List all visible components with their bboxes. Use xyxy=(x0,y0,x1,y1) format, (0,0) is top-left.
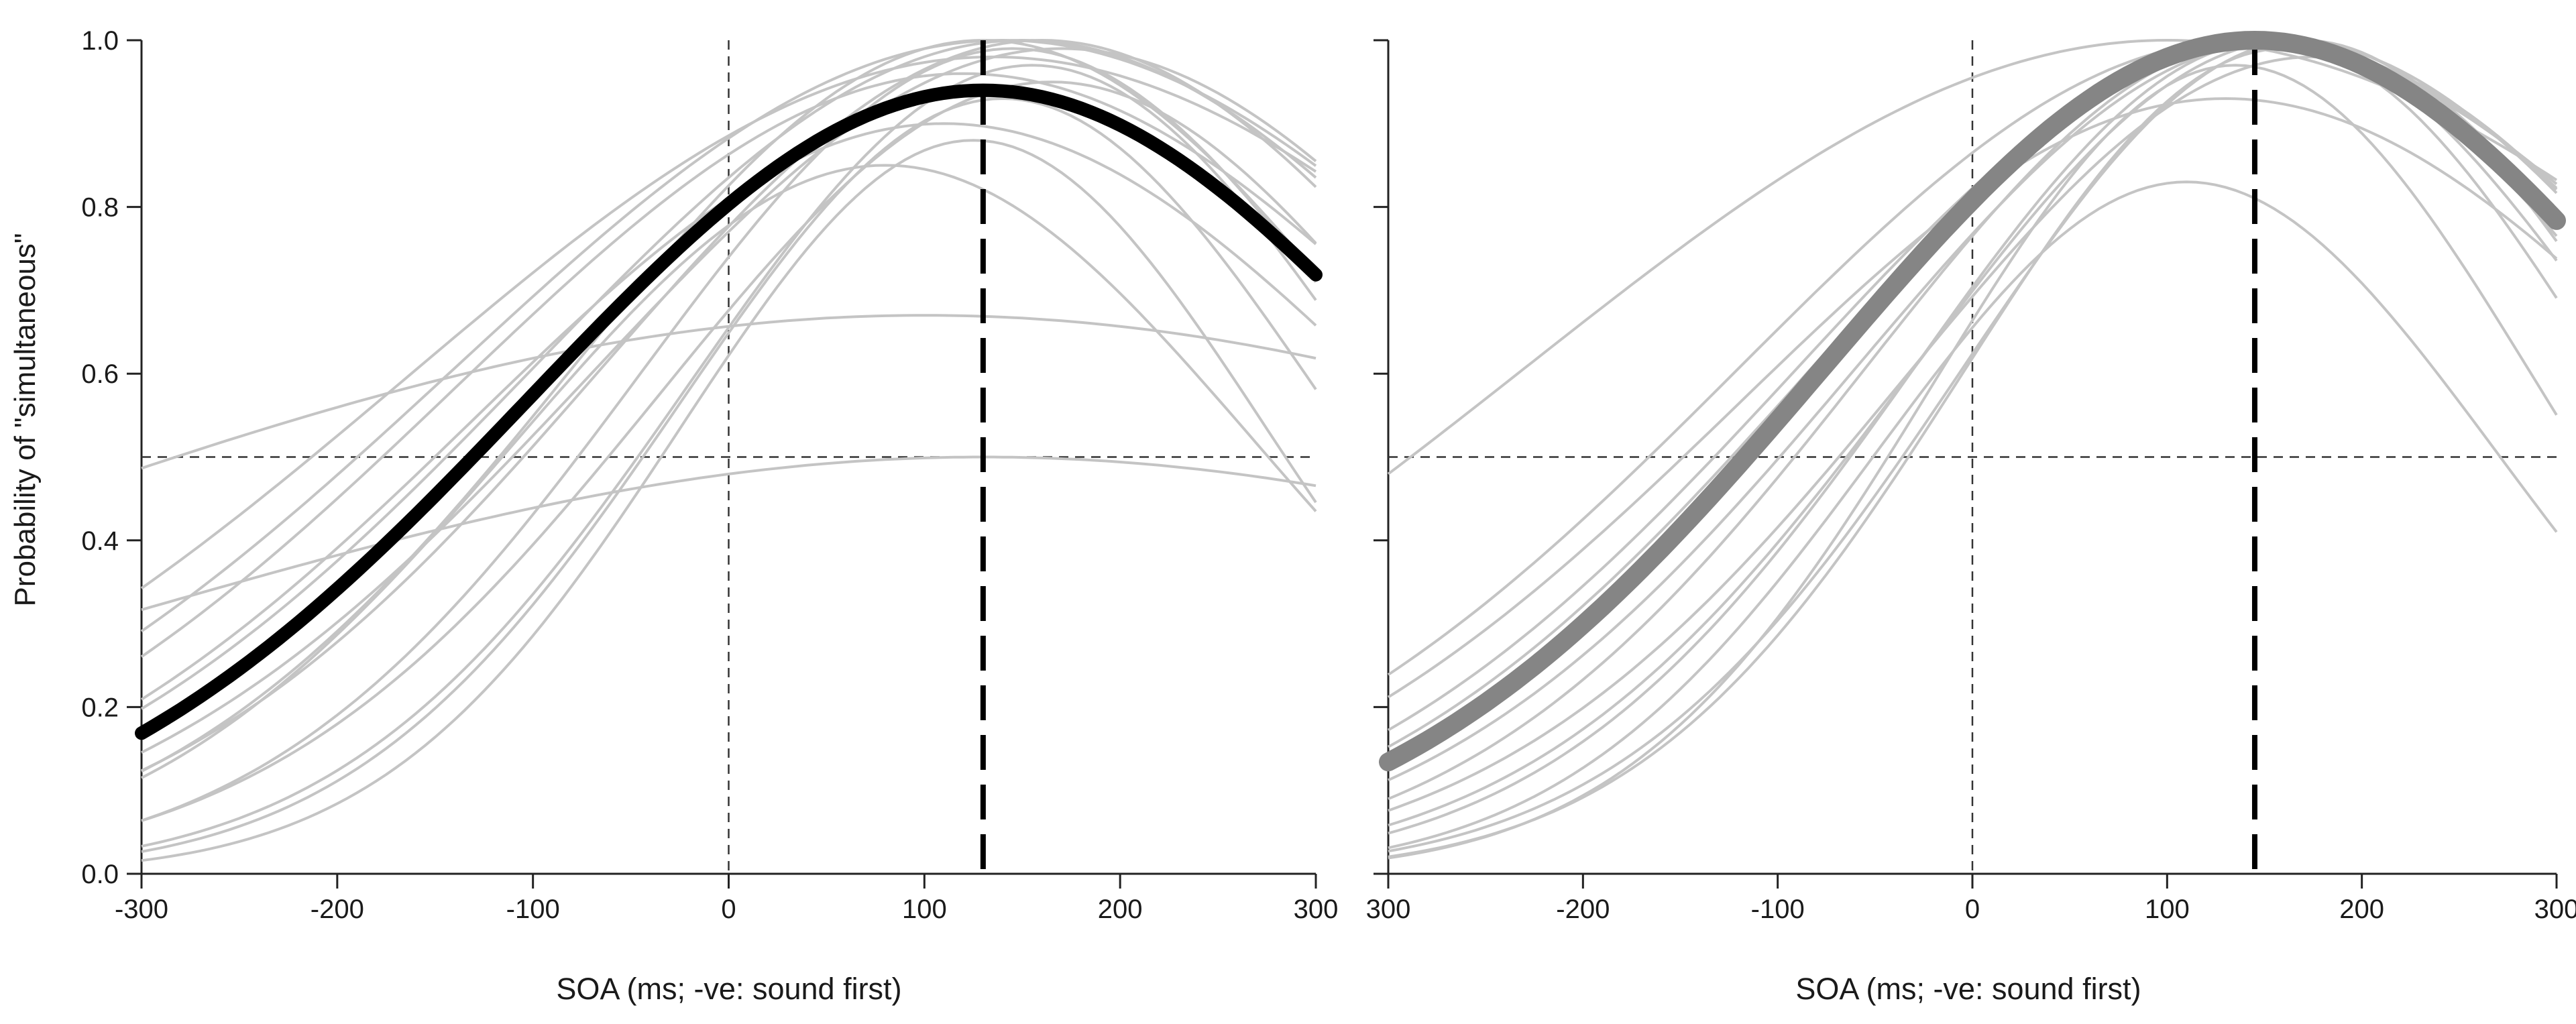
x-tick-label: 200 xyxy=(2339,895,2384,924)
x-tick-label: 0 xyxy=(721,895,736,924)
individual-curve xyxy=(141,139,1317,862)
panel-right: 300 -200 -100 0 100 200 300 xyxy=(1366,30,2576,924)
individual-curve xyxy=(140,38,1317,710)
individual-curve xyxy=(1388,180,2558,850)
individual-curve xyxy=(141,97,1317,853)
panel-left: -300 -200 -100 0 100 200 300 0.0 0.2 0.4 0.6 0.8 1.0 xyxy=(81,26,1338,924)
x-tick-label: 300 xyxy=(1294,895,1339,924)
y-tick-label: 0.4 xyxy=(81,526,119,556)
x-tick-label: 0 xyxy=(1965,895,1980,924)
individual-curve xyxy=(141,47,1317,754)
individual-curve xyxy=(1388,64,2558,860)
x-tick-label: -200 xyxy=(1556,895,1610,924)
individual-curve xyxy=(141,80,1317,822)
y-tick-label: 0.8 xyxy=(81,193,119,223)
individual-curve xyxy=(140,55,1317,589)
individual-curve xyxy=(1388,38,2558,853)
x-tick-label: -100 xyxy=(506,895,560,924)
x-axis-label-right: SOA (ms; -ve: sound first) xyxy=(1795,972,2141,1006)
y-tick-label: 0.0 xyxy=(81,860,119,889)
y-tick-label: 1.0 xyxy=(81,26,119,56)
individual-curve xyxy=(140,72,1317,658)
x-tick-label: -200 xyxy=(311,895,364,924)
x-tick-label: 100 xyxy=(902,895,947,924)
individual-curve xyxy=(1387,38,2558,475)
x-axis-label-left: SOA (ms; -ve: sound first) xyxy=(556,972,901,1006)
individual-curve xyxy=(141,38,1317,773)
x-tick-label: 200 xyxy=(1098,895,1143,924)
x-tick-label: 100 xyxy=(2145,895,2190,924)
x-tick-label: 300 xyxy=(2534,895,2576,924)
x-tick-label: -100 xyxy=(1751,895,1805,924)
individual-curve xyxy=(141,47,1317,822)
group-curve xyxy=(135,83,1323,740)
y-tick-label: 0.6 xyxy=(81,359,119,389)
individual-curve xyxy=(141,164,1317,779)
y-tick-label: 0.2 xyxy=(81,693,119,722)
group-curve xyxy=(1379,30,2566,772)
individual-curve xyxy=(141,314,1317,470)
individual-curve xyxy=(140,38,1317,633)
x-tick-label: -300 xyxy=(115,895,168,924)
x-tick-label: 300 xyxy=(1366,895,1411,924)
individual-curve xyxy=(141,455,1317,612)
y-axis-label: Probability of "simultaneous" xyxy=(9,233,42,606)
